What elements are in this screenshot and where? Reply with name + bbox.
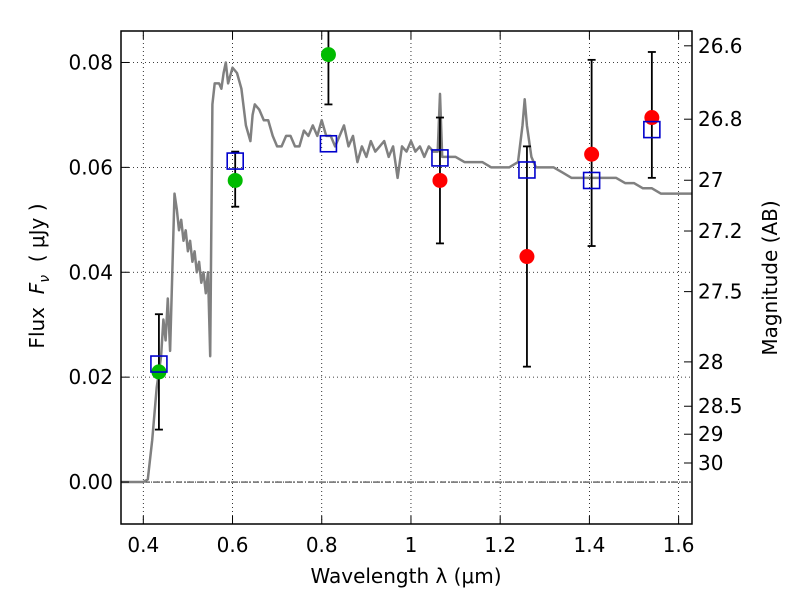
photometry-point [644, 110, 660, 126]
photometry-point [227, 172, 243, 188]
x-tick-label: 0.4 [127, 533, 159, 557]
model-point [643, 120, 661, 139]
y2-tick-label: 26.6 [698, 34, 743, 58]
y-tick-label: 0.08 [68, 50, 113, 74]
model-point [319, 134, 338, 153]
y-axis-title-post: ( μJy ) [25, 203, 49, 275]
y2-tick-label: 27 [698, 168, 723, 192]
y2-tick-label: 27.5 [698, 280, 743, 304]
y2-tick-label: 28 [698, 350, 723, 374]
plot-frame [120, 30, 693, 525]
y2-tick-label: 27.2 [698, 219, 743, 243]
y-axis-title: Flux Fν ( μJy ) [25, 203, 53, 348]
y2-tick-label: 30 [698, 451, 723, 475]
y2-tick-label: 26.8 [698, 107, 743, 131]
y-axis-title-symbol: F [25, 282, 49, 294]
x-tick-label: 1.2 [484, 533, 516, 557]
y2-tick-label: 29 [698, 422, 723, 446]
y-tick-label: 0.02 [68, 365, 113, 389]
model-point [518, 161, 536, 179]
model-point [582, 171, 601, 190]
x-tick-label: 0.6 [217, 533, 249, 557]
x-tick-label: 1 [405, 533, 418, 557]
photometry-point [519, 249, 535, 265]
photometry-point [320, 47, 336, 63]
photometry-point [432, 172, 448, 188]
model-point [150, 355, 168, 373]
y2-axis-title: Magnitude (AB) [758, 200, 782, 355]
y-tick-label: 0.04 [68, 260, 113, 284]
tick-labels: 0.4 0.6 0.8 1 1.2 1.4 1.6 0.00 0.02 0.04 0.06 0.08 2… [68, 34, 742, 557]
y2-tick-label: 28.5 [698, 394, 743, 418]
y-tick-label: 0.06 [68, 155, 113, 179]
model-point [431, 149, 449, 167]
model-point [226, 152, 244, 170]
y-axis-title-subscript: ν [37, 275, 53, 283]
photometry-point [584, 146, 600, 162]
x-tick-label: 1.6 [663, 533, 695, 557]
plot-content [121, 31, 692, 484]
y-tick-label: 0.00 [68, 470, 113, 494]
x-tick-label: 0.8 [306, 533, 338, 557]
ticks [121, 31, 692, 524]
x-tick-label: 1.4 [573, 533, 605, 557]
x-axis-title: Wavelength λ (μm) [310, 564, 501, 588]
y-axis-title-pre: Flux [25, 294, 49, 348]
